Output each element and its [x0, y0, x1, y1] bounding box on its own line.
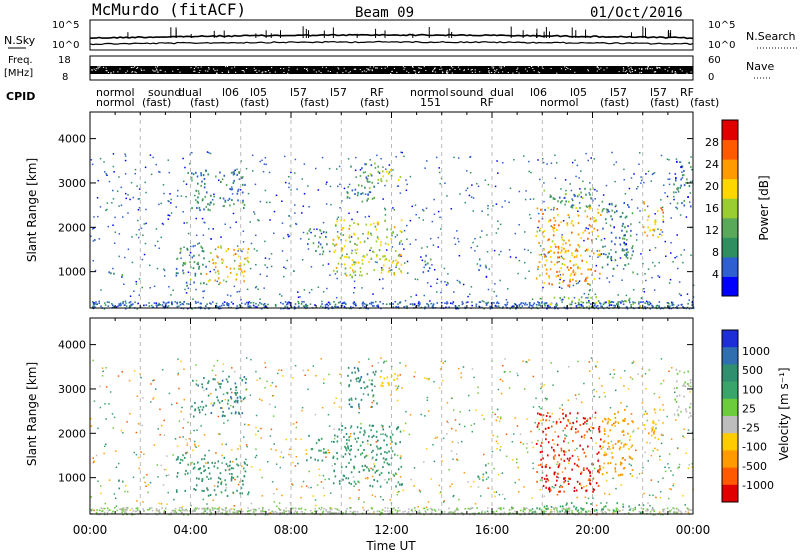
x-tick-label: 04:00 [173, 523, 208, 537]
x-tick-label: 00:00 [676, 523, 711, 537]
power-colorbar: 4 8 12 16 20 24 28 [705, 119, 739, 297]
power-colorbar-tick: 8 [712, 246, 719, 259]
station-title: McMurdo (fitACF) [92, 0, 246, 19]
cpid-mode-row2: (fast) [690, 96, 719, 109]
cpid-mode-row2: RF [480, 96, 494, 109]
date-title: 01/Oct/2016 [590, 5, 683, 21]
noise-right-tick-top: 10^5 [708, 20, 735, 31]
cpid-mode-row1: l57 [290, 86, 307, 99]
y-tick-label: 4000 [58, 133, 86, 146]
velocity-colorbar-tick: -25 [742, 422, 760, 435]
cpid-mode-row2: (fast) [360, 96, 389, 109]
nave-label: Nave [746, 60, 774, 73]
x-tick-label: 08:00 [274, 523, 309, 537]
velocity-colorbar: 1000 500 100 25 -25 -100 -500 -1000 [721, 329, 774, 503]
velocity-y-ticks: 1000 2000 3000 4000 [58, 339, 693, 485]
cpid-mode-row1: dual [490, 86, 514, 99]
time-axis-labels: 00:00 04:00 08:00 12:00 16:00 20:00 00:00 [73, 523, 711, 537]
velocity-colorbar-tick: 500 [742, 364, 763, 377]
power-colorbar-tick: 16 [705, 202, 719, 215]
power-panel: 1000 2000 3000 4000 Slant Range [km] 4 8 12 16… [25, 111, 771, 310]
cpid-mode-row1: l06 [530, 86, 547, 99]
x-tick-label: 20:00 [575, 523, 610, 537]
cpid-mode-row2: (fast) [600, 96, 629, 109]
cpid-mode-row1: sound [450, 86, 483, 99]
noise-search-series [89, 40, 694, 46]
power-colorbar-tick: 20 [705, 180, 719, 193]
y-tick-label: 3000 [58, 383, 86, 396]
y-tick-label: 3000 [58, 177, 86, 190]
y-tick-label: 2000 [58, 427, 86, 440]
power-colorbar-tick: 24 [705, 158, 719, 171]
cpid-mode-row2: normol [540, 96, 579, 109]
velocity-colorbar-tick: 1000 [742, 345, 770, 358]
noise-sky-series [89, 33, 694, 40]
velocity-panel: 1000 2000 3000 4000 Slant Range [km] 1000 50… [25, 317, 791, 516]
freq-nave-band [90, 66, 693, 74]
velocity-x-ticks [89, 318, 694, 514]
cpid-mode-row2: (fast) [142, 96, 171, 109]
cpid-label: CPID [6, 90, 35, 103]
cpid-mode-row1: l57 [610, 86, 627, 99]
cpid-mode-row1: normol [96, 86, 135, 99]
power-colorbar-tick: 12 [705, 224, 719, 237]
y-tick-label: 1000 [58, 266, 86, 279]
freq-tick-top: 18 [58, 55, 71, 66]
noise-left-label: N.Sky [4, 34, 36, 47]
cpid-mode-row1: l06 [222, 86, 239, 99]
y-tick-label: 4000 [58, 339, 86, 352]
cpid-mode-row1: RF [370, 86, 384, 99]
velocity-colorbar-tick: 100 [742, 383, 763, 396]
velocity-colorbar-tick: -100 [742, 441, 767, 454]
beam-title: Beam 09 [355, 5, 414, 21]
power-ylabel: Slant Range [km] [25, 158, 39, 262]
cpid-mode-row1: l57 [650, 86, 667, 99]
noise-left-tick-top: 10^5 [52, 20, 79, 31]
cpid-mode-row1: sound [148, 86, 181, 99]
cpid-mode-row1: dual [178, 86, 202, 99]
x-tick-label: 12:00 [374, 523, 409, 537]
x-tick-label: 16:00 [475, 523, 510, 537]
xaxis-label: Time UT [365, 539, 416, 553]
freq-label-1: Freq. [8, 55, 33, 66]
power-time-gridlines [139, 112, 644, 308]
power-x-ticks [89, 112, 694, 308]
freq-tick-bottom: 8 [62, 72, 68, 83]
x-tick-label: 00:00 [73, 523, 108, 537]
noise-left-tick-bottom: 10^0 [52, 40, 79, 51]
freq-nave-panel: Freq. [MHz] 18 8 60 0 Nave [4, 55, 774, 83]
velocity-colorbar-label: Velocity [m s⁻¹] [777, 367, 791, 460]
cpid-mode-row1: normol [410, 86, 449, 99]
cpid-mode-row2: (fast) [190, 96, 219, 109]
velocity-ylabel: Slant Range [km] [25, 362, 39, 466]
noise-right-tick-bottom: 10^0 [708, 40, 735, 51]
cpid-mode-row2: 151 [420, 96, 441, 109]
cpid-mode-row2: (fast) [300, 96, 329, 109]
velocity-colorbar-tick: -1000 [742, 479, 774, 492]
noise-right-label: N.Search [746, 30, 796, 43]
cpid-mode-row1: l57 [330, 86, 347, 99]
power-colorbar-tick: 28 [705, 136, 719, 149]
velocity-colorbar-tick: 25 [742, 402, 756, 415]
nave-tick-bottom: 0 [708, 72, 714, 83]
y-tick-label: 1000 [58, 472, 86, 485]
velocity-colorbar-tick: -500 [742, 460, 767, 473]
nave-tick-top: 60 [708, 55, 721, 66]
cpid-mode-row2: (fast) [650, 96, 679, 109]
power-y-ticks: 1000 2000 3000 4000 [58, 133, 693, 279]
cpid-mode-row2: normol [96, 96, 135, 109]
cpid-mode-row1: l05 [250, 86, 267, 99]
cpid-mode-row1: l05 [570, 86, 587, 99]
power-colorbar-tick: 4 [712, 268, 719, 281]
noise-panel: N.Sky 10^5 10^0 10^5 10^0 N.Search [4, 19, 797, 51]
y-tick-label: 2000 [58, 221, 86, 234]
freq-label-2: [MHz] [4, 68, 33, 79]
power-colorbar-label: Power [dB] [757, 175, 771, 240]
velocity-time-gridlines [139, 318, 644, 514]
cpid-mode-row1: RF [680, 86, 694, 99]
cpid-mode-row2: (fast) [240, 96, 269, 109]
